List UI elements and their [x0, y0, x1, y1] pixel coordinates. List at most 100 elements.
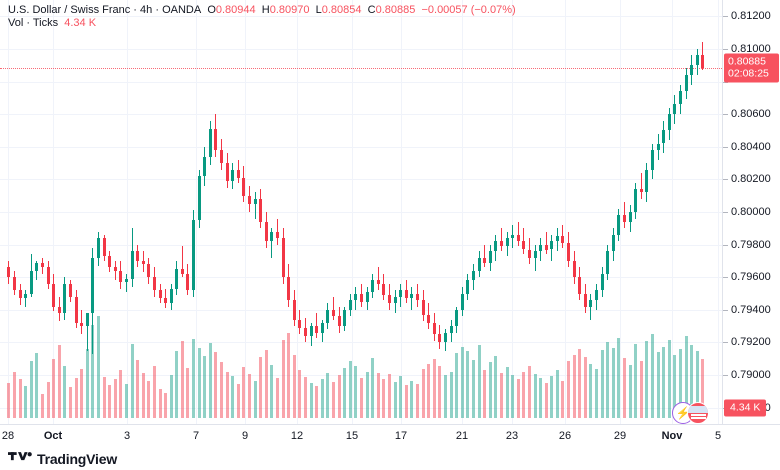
volume-bar — [696, 351, 699, 418]
volume-bar — [556, 370, 559, 418]
candle-body — [293, 300, 296, 320]
candle-body — [231, 169, 234, 181]
candle-wick — [182, 246, 183, 278]
alert-flag-icon[interactable] — [687, 402, 709, 424]
candle-body — [181, 269, 184, 274]
volume-bar — [209, 343, 212, 418]
candle-body — [35, 262, 38, 271]
volume-bar — [147, 380, 150, 418]
gridline-vertical — [401, 0, 402, 424]
volume-bar — [427, 363, 430, 418]
candle-body — [450, 326, 453, 333]
candle-body — [399, 290, 402, 297]
volume-bar — [489, 362, 492, 418]
candle-body — [629, 212, 632, 222]
time-axis-label: 12 — [290, 430, 304, 442]
candle-body — [97, 238, 100, 258]
volume-bar — [416, 384, 419, 418]
volume-bar — [589, 363, 592, 418]
gridline-vertical — [245, 0, 246, 424]
candle-body — [237, 169, 240, 178]
candle-wick — [518, 221, 519, 247]
candle-body — [304, 327, 307, 336]
price-axis[interactable]: 0.80885 02:08:25 4.34 K 0.81200 0.81000 0.… — [722, 0, 780, 424]
candle-body — [612, 234, 615, 252]
volume-bar — [97, 316, 100, 418]
candle-body — [147, 264, 150, 278]
gridline-horizontal — [0, 310, 722, 311]
volume-bar — [606, 342, 609, 418]
candle-body — [270, 231, 273, 242]
time-axis-label: 7 — [192, 430, 200, 442]
gridline-horizontal — [0, 408, 722, 409]
volume-bar — [500, 372, 503, 418]
price-axis-tick — [723, 245, 728, 246]
candle-body — [153, 277, 156, 291]
gridline-vertical — [462, 0, 463, 424]
volume-bar — [293, 354, 296, 418]
candle-wick — [271, 228, 272, 258]
volume-bar — [231, 376, 234, 418]
volume-bar — [153, 365, 156, 418]
volume-bar — [354, 365, 357, 418]
time-axis-label: 21 — [455, 430, 469, 442]
volume-bar — [254, 380, 257, 418]
volume-bar — [668, 339, 671, 418]
volume-bar — [338, 374, 341, 418]
volume-bar — [310, 382, 313, 418]
candle-body — [422, 300, 425, 315]
candle-body — [91, 257, 94, 314]
candle-body — [254, 198, 257, 204]
gridline-vertical — [352, 0, 353, 424]
volume-bar — [455, 353, 458, 418]
candle-body — [80, 322, 83, 327]
volume-bar — [114, 379, 117, 418]
time-axis[interactable]: 28 Oct 3 7 9 12 15 17 21 23 26 29 Nov 5 — [0, 424, 780, 448]
volume-bar — [399, 376, 402, 418]
volume-bar — [237, 384, 240, 418]
candle-body — [214, 128, 217, 151]
candle-body — [259, 198, 262, 222]
volume-bar — [86, 348, 89, 418]
volume-bar — [690, 345, 693, 418]
volume-bar — [75, 378, 78, 418]
volume-bar — [63, 365, 66, 418]
time-axis-label: Nov — [661, 430, 683, 442]
candle-body — [131, 251, 134, 279]
candle-body — [382, 283, 385, 296]
gridline-vertical — [8, 0, 9, 424]
tradingview-wordmark: TradingView — [37, 451, 118, 467]
candle-body — [310, 326, 313, 336]
volume-bar — [617, 337, 620, 418]
volume-bar — [685, 336, 688, 418]
chart-badges: ⚡ — [672, 402, 709, 424]
tradingview-logo-mark — [8, 451, 32, 460]
volume-bar — [19, 379, 22, 418]
candle-body — [41, 262, 44, 268]
volume-bar — [103, 377, 106, 418]
volume-bar — [422, 369, 425, 418]
gridline-vertical — [53, 0, 54, 424]
footer-branding: TradingView — [0, 448, 780, 470]
candle-body — [634, 189, 637, 212]
gridline-horizontal — [0, 277, 722, 278]
candle-wick — [115, 260, 116, 281]
candle-body — [276, 231, 279, 239]
candle-body — [578, 277, 581, 294]
tradingview-logo[interactable]: TradingView — [8, 451, 117, 467]
candle-body — [338, 316, 341, 327]
volume-bar — [164, 393, 167, 418]
volume-bar — [478, 345, 481, 418]
volume-bar — [52, 359, 55, 418]
volume-bar — [226, 371, 229, 418]
volume-bar — [131, 344, 134, 418]
price-axis-label: 0.79000 — [731, 369, 771, 382]
volume-bar — [360, 378, 363, 418]
chart-plot-area[interactable] — [0, 0, 722, 424]
gridline-horizontal — [0, 82, 722, 83]
volume-bar — [7, 382, 10, 418]
candle-wick — [523, 228, 524, 255]
candle-body — [164, 298, 167, 304]
candle-body — [326, 309, 329, 323]
